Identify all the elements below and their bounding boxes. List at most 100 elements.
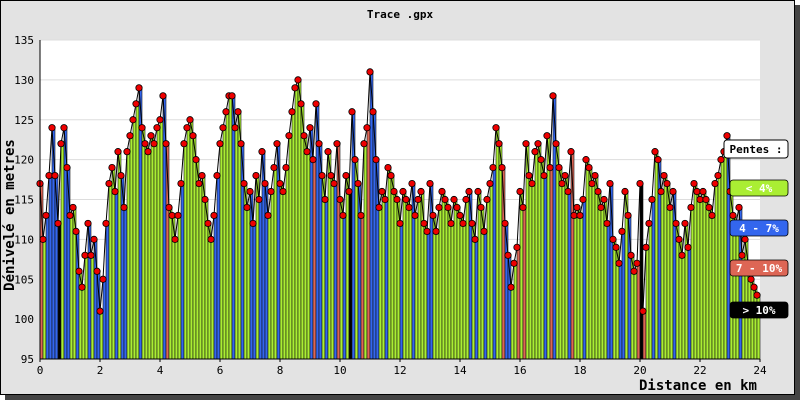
slope-bars <box>39 71 761 360</box>
slope-bar <box>108 183 113 360</box>
slope-bar <box>462 223 467 360</box>
slope-bar <box>81 286 86 360</box>
slope-bar <box>402 191 407 360</box>
elevation-point <box>513 243 521 251</box>
elevation-point <box>198 171 206 180</box>
slope-bar <box>561 183 566 360</box>
elevation-point <box>342 171 350 180</box>
slope-bar <box>642 310 647 360</box>
slope-bar <box>495 127 500 360</box>
x-tick-label: 22 <box>693 364 706 377</box>
slope-bar <box>174 239 179 360</box>
elevation-point <box>207 235 215 243</box>
elevation-point <box>549 92 557 100</box>
slope-bar <box>201 175 206 360</box>
x-tick-label: 0 <box>37 364 44 377</box>
slope-bar <box>342 215 347 360</box>
elevation-point <box>282 164 290 172</box>
elevation-point <box>408 179 416 188</box>
legend-items: < 4% 4 - 7% 7 - 10% > 10% <box>729 179 789 319</box>
slope-bar <box>693 183 698 360</box>
elevation-point <box>498 164 506 172</box>
elevation-point <box>246 187 254 196</box>
elevation-point <box>201 195 209 204</box>
elevation-point <box>456 211 464 220</box>
elevation-point <box>480 227 488 235</box>
slope-bar <box>234 127 239 360</box>
slope-bar <box>366 127 371 360</box>
elevation-point <box>69 203 77 212</box>
elevation-point <box>528 179 536 188</box>
slope-bar <box>621 231 626 360</box>
slope-bar <box>606 223 611 360</box>
slope-bar <box>189 119 194 360</box>
elevation-point <box>210 211 218 220</box>
elevation-point <box>600 195 608 204</box>
elevation-point <box>45 171 53 180</box>
elevation-point <box>204 219 212 228</box>
slope-bar <box>588 167 593 360</box>
elevation-point <box>393 195 401 204</box>
legend-title-box <box>723 139 789 159</box>
elevation-point <box>108 164 116 172</box>
slope-bar <box>591 183 596 360</box>
elevation-point <box>96 307 104 315</box>
x-tick-label: 12 <box>393 364 406 377</box>
elevation-point <box>72 227 80 235</box>
elevation-point <box>615 259 623 267</box>
slope-bar <box>459 215 464 360</box>
legend-label: 4 - 7% <box>739 222 779 235</box>
elevation-point <box>453 203 461 212</box>
elevation-point <box>492 124 500 132</box>
elevation-point <box>690 179 698 188</box>
legend-swatch <box>729 219 789 237</box>
elevation-point <box>465 187 473 196</box>
slope-bar <box>543 175 548 360</box>
elevation-point <box>303 148 311 156</box>
slope-bar <box>312 159 317 360</box>
slope-bar <box>126 151 131 360</box>
elevation-point <box>651 148 659 156</box>
slope-bar <box>471 223 476 360</box>
slope-bar <box>522 207 527 360</box>
x-tick-label: 18 <box>573 364 586 377</box>
slope-bar <box>306 151 311 360</box>
elevation-point <box>237 140 245 148</box>
elevation-point <box>432 227 440 235</box>
slope-bar <box>186 127 191 360</box>
slope-bar <box>246 207 251 360</box>
elevation-point <box>291 84 299 92</box>
elevation-point <box>240 179 248 188</box>
slope-bar <box>252 223 257 360</box>
elevation-point <box>546 164 554 172</box>
elevation-point <box>510 259 518 267</box>
slope-bar <box>735 223 740 360</box>
x-tick-label: 24 <box>753 364 767 377</box>
slope-bar <box>450 223 455 360</box>
elevation-point <box>426 179 434 188</box>
slope-bar <box>555 143 560 360</box>
slope-bar <box>660 191 665 360</box>
elevation-point <box>228 92 236 100</box>
slope-bar <box>510 286 515 360</box>
elevation-point <box>597 203 605 212</box>
slope-bar <box>168 207 173 360</box>
elevation-point <box>54 219 62 228</box>
slope-bar <box>432 215 437 360</box>
slope-bar <box>282 191 287 360</box>
slope-bar <box>255 175 260 360</box>
elevation-point <box>279 187 287 196</box>
elevation-point <box>120 203 128 212</box>
slope-legend: Pentes : < 4% 4 - 7% 7 - 10% > 10% <box>723 139 789 319</box>
elevation-point <box>573 203 581 212</box>
legend-swatch <box>729 301 789 319</box>
y-tick-label: 125 <box>14 114 34 127</box>
slope-bar <box>354 159 359 360</box>
slope-bar <box>732 215 737 360</box>
elevation-point <box>387 171 395 180</box>
slope-bar <box>477 191 482 360</box>
elevation-point <box>627 251 635 259</box>
elevation-point <box>141 140 149 148</box>
slope-bar <box>600 207 605 360</box>
slope-bar <box>321 175 326 360</box>
